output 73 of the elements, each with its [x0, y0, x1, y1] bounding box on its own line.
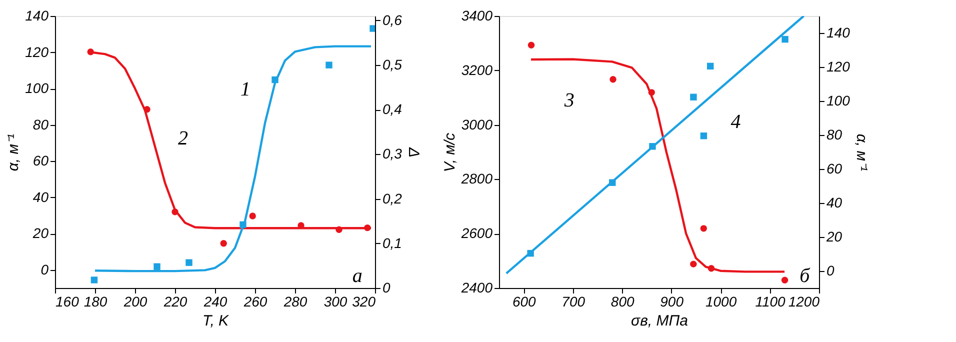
annotation: 4 [730, 111, 741, 134]
line-series [530, 58, 786, 273]
y-tick-label: 2800 [460, 170, 493, 187]
y-tick-label: 60 [32, 152, 49, 169]
y2-tick-label: 20 [826, 228, 842, 244]
x-axis-title: σв, МПа [631, 312, 688, 330]
y-tick-label: 2600 [460, 225, 493, 242]
y-tick-label: 0 [40, 261, 49, 278]
y-tick-label: 120 [25, 44, 49, 60]
y-tick-label: 20 [32, 225, 49, 242]
point [527, 250, 534, 257]
y2-tick-label: 0 [382, 280, 390, 296]
y2-axis-title: α, м⁻¹ [852, 134, 870, 172]
point [782, 36, 788, 43]
y2-tick-label: 100 [826, 92, 850, 108]
y-tick-label: 2400 [460, 280, 493, 296]
y2-tick-label: 80 [826, 126, 842, 142]
y-tick-label: 80 [32, 116, 49, 132]
y-tick-label: 3000 [461, 116, 493, 132]
y-axis-title: α, м⁻¹ [5, 134, 22, 172]
y-tick-label: 100 [25, 80, 49, 96]
y2-tick-label: 60 [826, 160, 842, 176]
y2-tick-label: 140 [826, 24, 850, 40]
y2-tick-label: 0,4 [382, 101, 402, 118]
x-axis-title: T, K [202, 312, 230, 330]
annotation: 3 [563, 89, 574, 112]
y2-tick-label: 120 [826, 58, 850, 74]
point [528, 42, 535, 48]
x-tick-label: 600 [512, 294, 536, 310]
y2-axis-title: Δ [404, 146, 422, 158]
x-tick-label: 1000 [705, 294, 737, 310]
y2-tick-label: 0 [826, 262, 834, 278]
point [648, 89, 655, 96]
y-tick-label: 3200 [461, 62, 493, 78]
x-tick-label: 800 [610, 294, 634, 310]
x-tick-label: 160 [56, 294, 80, 310]
x-tick-label: 220 [162, 294, 188, 310]
point [649, 143, 656, 150]
x-tick-label: 1200 [788, 294, 820, 310]
y2-tick-label: 40 [826, 194, 842, 210]
annotation: 2 [178, 127, 188, 150]
y2-tick-label: 0,1 [382, 234, 402, 251]
point [690, 260, 697, 268]
y2-tick-label: 0,5 [382, 56, 402, 73]
annotation: 1 [240, 78, 250, 100]
point [706, 62, 714, 70]
y2-tick-label: 0,6 [382, 12, 402, 28]
point [700, 132, 708, 140]
y-axis-title: V, м/с [441, 132, 458, 172]
x-tick-label: 200 [122, 294, 148, 310]
point [610, 76, 616, 83]
y2-tick-label: 0,2 [382, 190, 402, 206]
point [609, 179, 616, 186]
y-tick-label: 40 [32, 188, 49, 205]
x-tick-label: 900 [660, 294, 684, 310]
y2-tick-label: 0,3 [382, 146, 402, 162]
point [690, 94, 697, 100]
annotation: б [800, 264, 811, 287]
x-tick-label: 320 [352, 294, 376, 310]
x-tick-label: 240 [202, 294, 228, 310]
x-tick-label: 180 [84, 294, 108, 310]
x-tick-label: 280 [282, 294, 308, 310]
line-series [94, 45, 372, 272]
annotation: а [352, 264, 362, 287]
y-tick-label: 140 [25, 8, 49, 24]
x-tick-label: 300 [324, 294, 348, 310]
point [700, 225, 708, 232]
x-tick-label: 260 [242, 294, 268, 310]
point [781, 276, 788, 284]
point [708, 265, 715, 272]
x-tick-label: 1100 [755, 294, 786, 310]
y-tick-label: 3400 [461, 8, 493, 24]
x-tick-label: 700 [562, 294, 586, 310]
